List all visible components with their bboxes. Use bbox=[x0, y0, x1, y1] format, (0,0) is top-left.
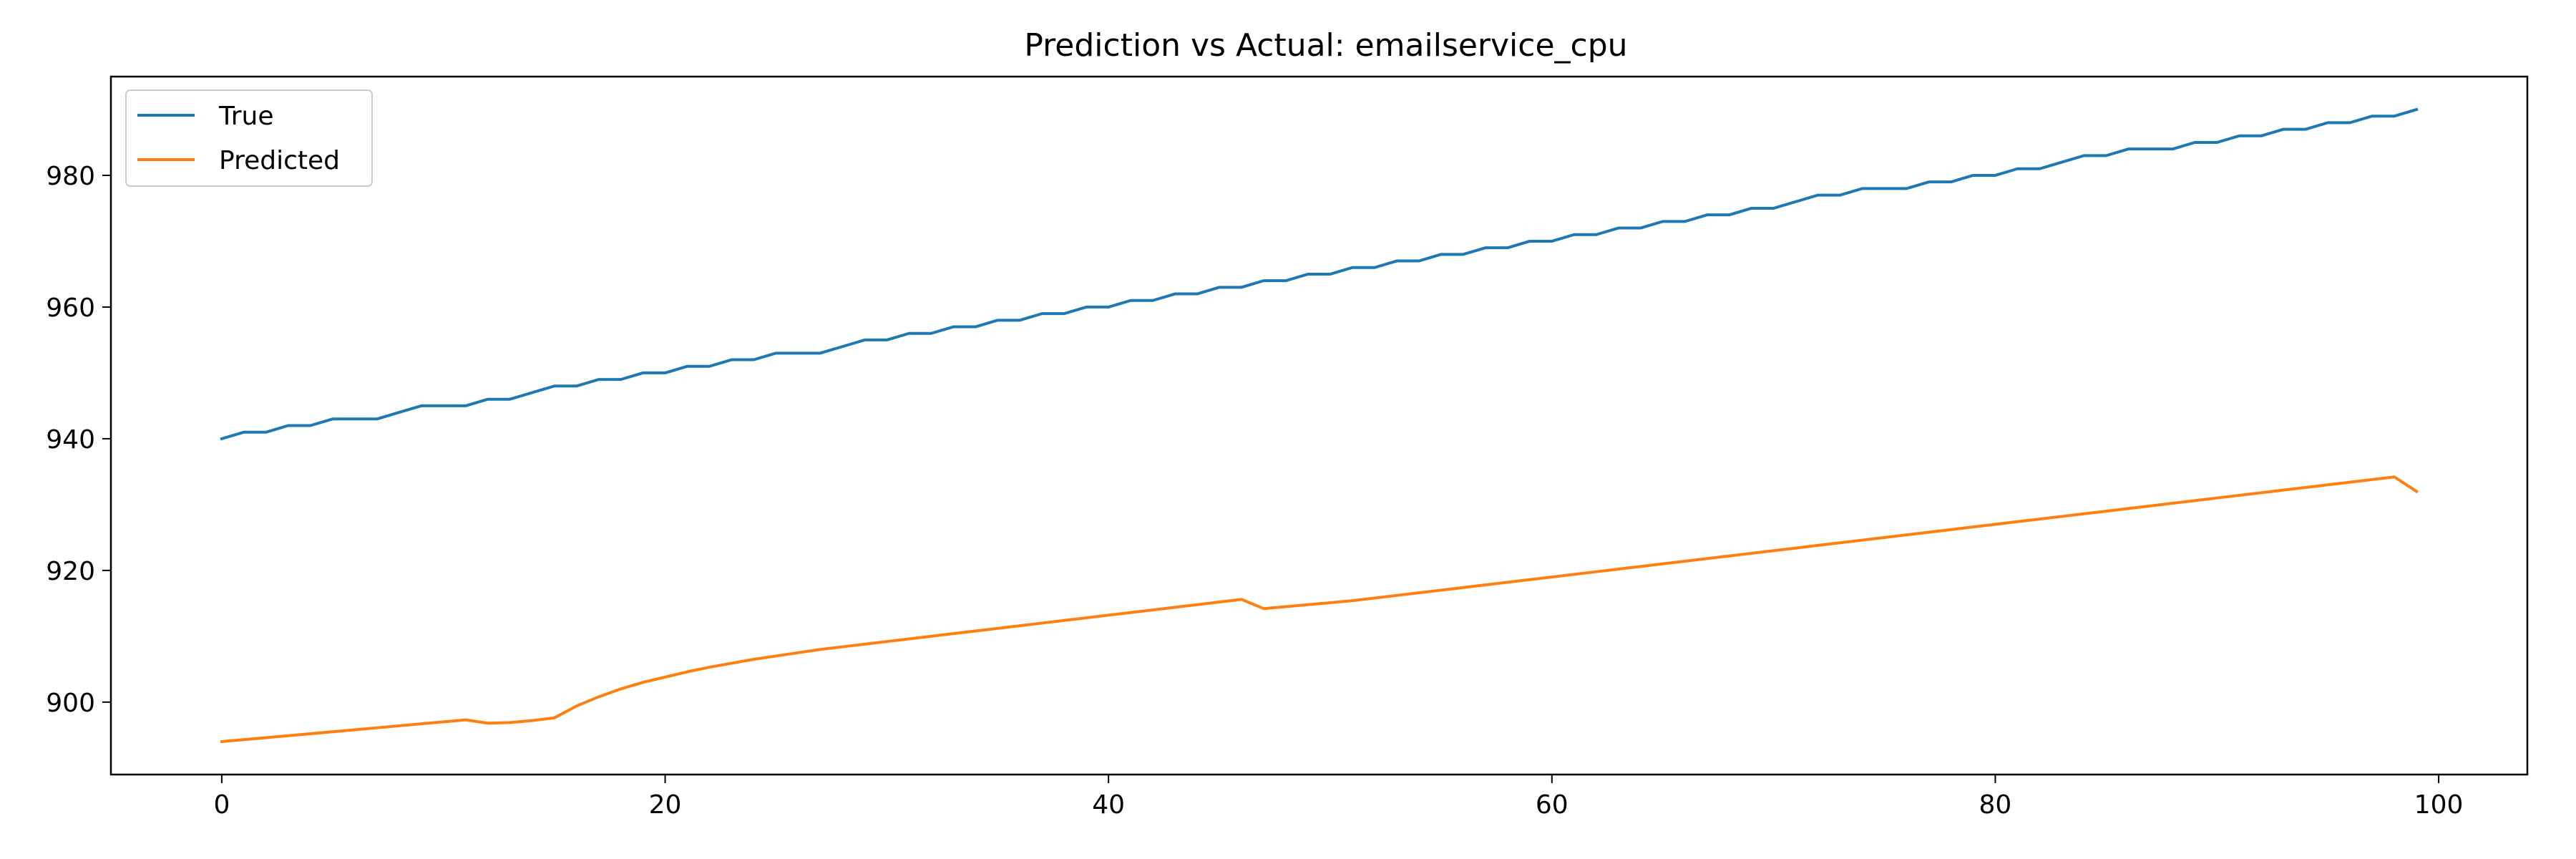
legend: True Predicted bbox=[125, 89, 373, 187]
series-line-true bbox=[220, 107, 2419, 441]
series-line-predicted bbox=[220, 475, 2419, 744]
y-tick-label: 980 bbox=[46, 162, 95, 191]
plot-frame bbox=[109, 75, 2529, 776]
x-axis: 0 20 40 60 80 100 bbox=[213, 775, 2463, 820]
x-tick-label: 80 bbox=[1979, 790, 2012, 820]
x-tick-label: 40 bbox=[1092, 790, 1125, 820]
y-tick-label: 900 bbox=[46, 689, 95, 718]
y-tick-label: 920 bbox=[46, 557, 95, 586]
y-tick-label: 940 bbox=[46, 425, 95, 455]
x-tick-label: 20 bbox=[649, 790, 682, 820]
chart-title: Prediction vs Actual: emailservice_cpu bbox=[1024, 27, 1627, 64]
y-tick-label: 960 bbox=[46, 293, 95, 323]
x-tick-label: 0 bbox=[213, 790, 230, 820]
legend-label-predicted: Predicted bbox=[219, 146, 340, 175]
y-axis: 900 920 940 960 980 bbox=[46, 162, 111, 718]
x-tick-label: 60 bbox=[1536, 790, 1568, 820]
legend-label-true: True bbox=[218, 102, 273, 131]
x-tick-label: 100 bbox=[2414, 790, 2464, 820]
